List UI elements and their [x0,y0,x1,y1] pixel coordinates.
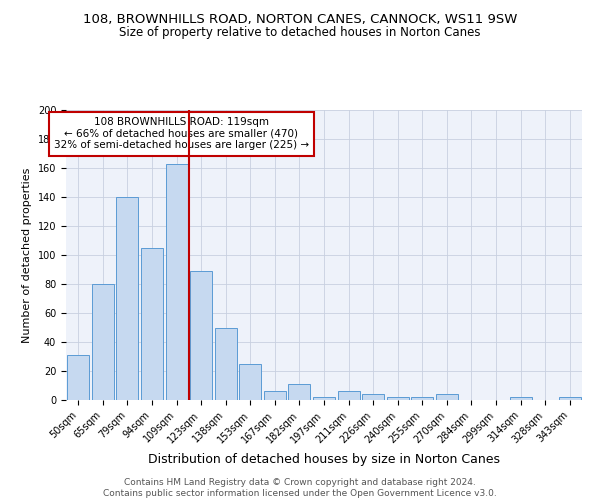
Y-axis label: Number of detached properties: Number of detached properties [22,168,32,342]
Bar [338,392,359,400]
Bar [559,397,581,400]
Bar [92,284,114,400]
Text: 108 BROWNHILLS ROAD: 119sqm
← 66% of detached houses are smaller (470)
32% of se: 108 BROWNHILLS ROAD: 119sqm ← 66% of det… [54,117,309,150]
Bar [116,197,139,400]
Bar [239,364,262,400]
X-axis label: Distribution of detached houses by size in Norton Canes: Distribution of detached houses by size … [148,453,500,466]
Bar [509,397,532,400]
Bar [411,397,433,400]
Bar [264,392,286,400]
Bar [362,394,384,400]
Bar [215,328,237,400]
Bar [67,355,89,400]
Bar [289,384,310,400]
Bar [313,397,335,400]
Bar [141,248,163,400]
Bar [190,271,212,400]
Bar [166,164,188,400]
Text: Size of property relative to detached houses in Norton Canes: Size of property relative to detached ho… [119,26,481,39]
Bar [436,394,458,400]
Text: 108, BROWNHILLS ROAD, NORTON CANES, CANNOCK, WS11 9SW: 108, BROWNHILLS ROAD, NORTON CANES, CANN… [83,12,517,26]
Bar [386,397,409,400]
Text: Contains HM Land Registry data © Crown copyright and database right 2024.
Contai: Contains HM Land Registry data © Crown c… [103,478,497,498]
